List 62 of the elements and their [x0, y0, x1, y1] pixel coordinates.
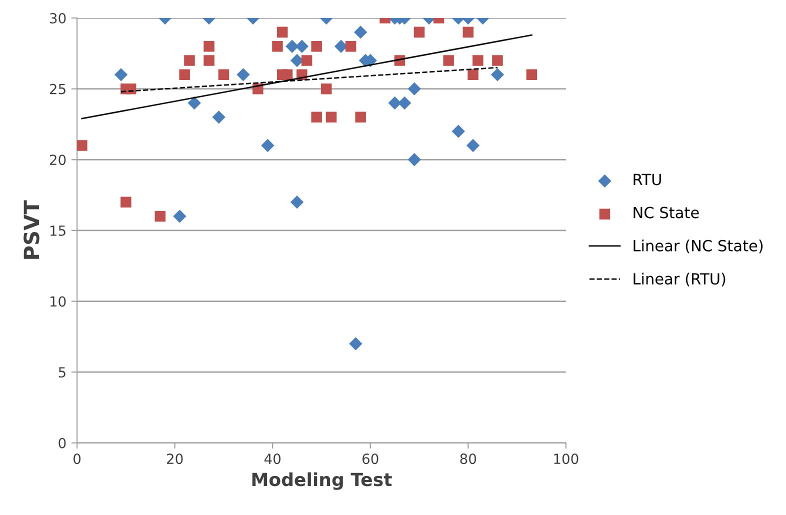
- point: [320, 83, 332, 94]
- point: [349, 337, 362, 350]
- point: [282, 69, 293, 80]
- point: [261, 138, 274, 152]
- x-tick-label: 100: [554, 454, 578, 464]
- point: [236, 68, 250, 82]
- y-tick-label: 25: [50, 84, 66, 94]
- point: [345, 40, 356, 52]
- point: [490, 68, 504, 82]
- point: [398, 96, 412, 110]
- point: [204, 55, 214, 66]
- point: [355, 112, 366, 123]
- y-tick-label: 10: [50, 296, 66, 307]
- point: [408, 82, 421, 96]
- point: [173, 210, 186, 223]
- x-tick-label: 80: [460, 454, 476, 464]
- point: [276, 26, 288, 38]
- point: [212, 110, 226, 124]
- point: [326, 112, 337, 123]
- point: [184, 55, 195, 66]
- point: [290, 196, 304, 209]
- x-tick-label: 60: [362, 454, 378, 464]
- point: [286, 40, 299, 53]
- point: [188, 96, 201, 110]
- point: [120, 196, 132, 208]
- x-tick-label: 40: [264, 454, 280, 464]
- legend-label: NC State: [634, 206, 699, 218]
- legend-label: Linear (RTU): [634, 272, 726, 286]
- point: [301, 55, 312, 66]
- legend-label: RTU: [634, 174, 661, 186]
- point: [472, 55, 484, 66]
- x-tick-label: 0: [74, 454, 81, 464]
- point: [468, 69, 478, 80]
- point: [218, 69, 230, 80]
- y-tick-label: 5: [58, 367, 66, 378]
- point: [492, 55, 503, 66]
- legend-label: Linear (NC State): [634, 240, 763, 254]
- point: [354, 26, 368, 39]
- point: [466, 138, 480, 152]
- point: [526, 69, 538, 80]
- point: [311, 40, 322, 52]
- point: [295, 40, 309, 53]
- point: [388, 96, 402, 110]
- y-tick-label: 30: [50, 12, 66, 24]
- y-tick-label: 20: [50, 154, 66, 166]
- point: [414, 26, 425, 38]
- y-tick-label: 15: [50, 226, 66, 236]
- point: [114, 68, 128, 82]
- point: [272, 40, 283, 52]
- point: [408, 153, 421, 166]
- x-axis-title: Modeling Test: [252, 472, 392, 490]
- point: [204, 40, 214, 52]
- point: [154, 210, 166, 222]
- y-tick-label: 0: [58, 438, 66, 448]
- point: [179, 69, 190, 80]
- x-tick-label: 20: [166, 454, 183, 464]
- y-axis-title: PSVT: [24, 200, 40, 259]
- point: [77, 140, 88, 151]
- point: [452, 124, 465, 138]
- point: [311, 112, 322, 123]
- point: [462, 26, 474, 38]
- point: [443, 55, 454, 66]
